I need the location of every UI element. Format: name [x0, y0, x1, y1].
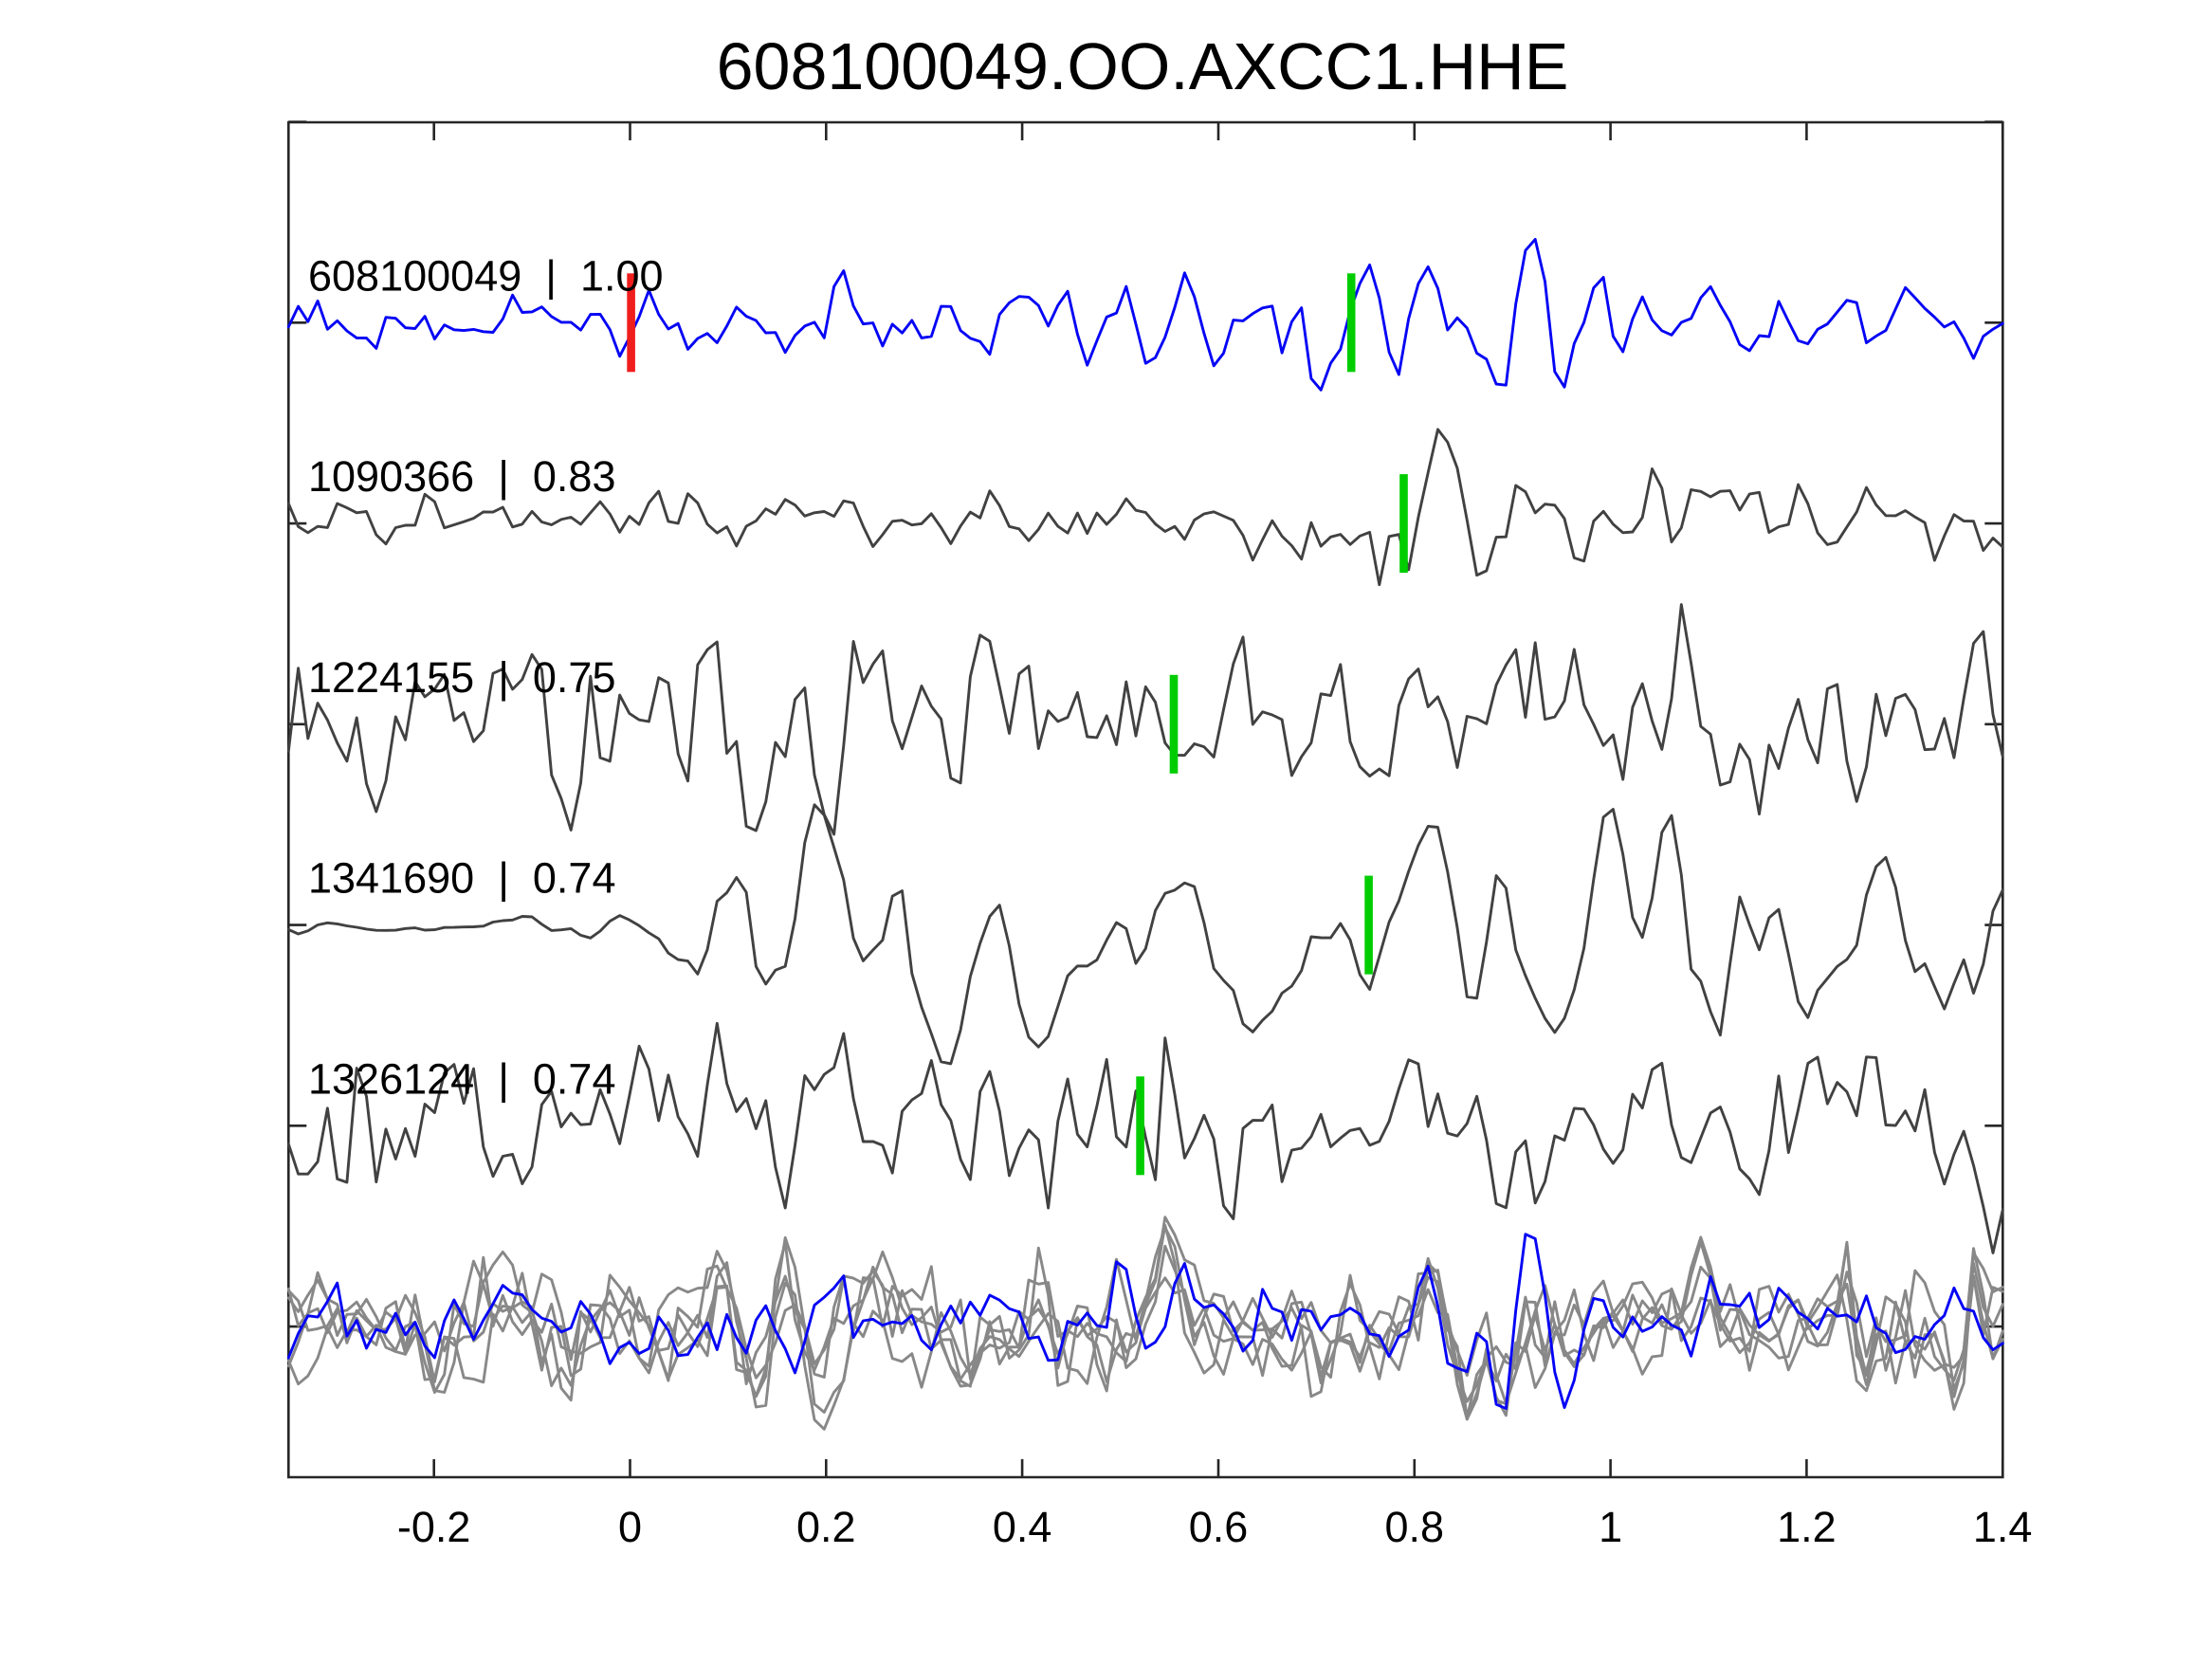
svg-text:1090366 | 0.83: 1090366 | 0.83 — [308, 452, 615, 501]
svg-text:608100049.OO.AXCC1.HHE: 608100049.OO.AXCC1.HHE — [717, 29, 1569, 103]
svg-text:1326124 | 0.74: 1326124 | 0.74 — [308, 1054, 615, 1103]
svg-text:608100049 | 1.00: 608100049 | 1.00 — [308, 251, 664, 300]
svg-text:1.2: 1.2 — [1777, 1503, 1837, 1551]
svg-text:0.2: 0.2 — [796, 1503, 856, 1551]
svg-text:-0.2: -0.2 — [397, 1503, 471, 1551]
svg-text:1224155 | 0.75: 1224155 | 0.75 — [308, 653, 615, 702]
svg-text:1341690 | 0.74: 1341690 | 0.74 — [308, 854, 615, 903]
svg-text:0: 0 — [618, 1503, 642, 1551]
svg-text:1.4: 1.4 — [1973, 1503, 2033, 1551]
svg-text:0.4: 0.4 — [993, 1503, 1052, 1551]
svg-text:0.6: 0.6 — [1189, 1503, 1249, 1551]
svg-text:0.8: 0.8 — [1385, 1503, 1445, 1551]
svg-text:1: 1 — [1599, 1503, 1622, 1551]
